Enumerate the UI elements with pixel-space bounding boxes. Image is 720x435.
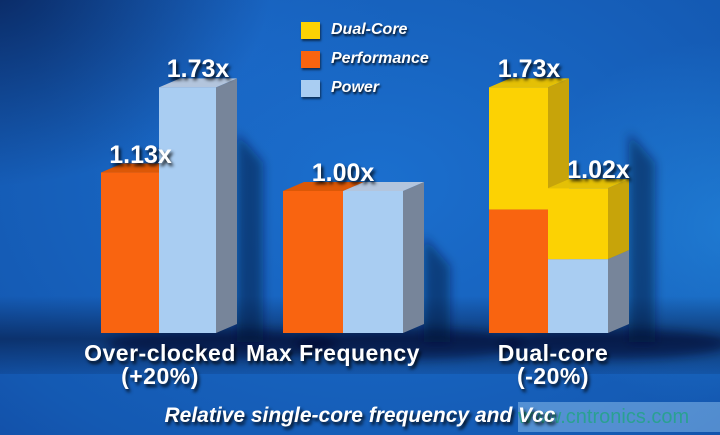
bar-top-face	[159, 78, 237, 88]
legend-label: Performance	[331, 50, 429, 67]
watermark-box: www.cntronics.com	[518, 402, 720, 432]
category-label: Max Frequency	[246, 340, 420, 366]
bar-top-face	[489, 78, 569, 88]
bar-side-face	[216, 78, 237, 333]
bar-top-face	[283, 182, 364, 191]
bar-group-1	[283, 182, 524, 359]
value-label: 1.73x	[166, 55, 230, 84]
bar-side-face	[548, 78, 569, 210]
legend-item-performance: Performance	[301, 50, 429, 68]
bar-front-face	[548, 188, 608, 260]
bar-front-face	[489, 209, 548, 333]
cast-shadow	[424, 236, 450, 342]
category-label: (-20%)	[516, 363, 589, 389]
bar-side-face	[608, 179, 629, 260]
bar-max-power	[343, 182, 424, 333]
value-label: 1.00x	[311, 159, 375, 187]
bar-dual-core-power	[548, 179, 629, 333]
chart-caption: Relative single-core frequency and Vcc	[164, 404, 556, 427]
value-label: 1.13x	[109, 140, 172, 169]
watermark-text: www.cntronics.com	[518, 405, 690, 428]
bar-side-face	[608, 250, 629, 333]
bar-over-clocked-power	[159, 78, 237, 333]
legend-swatch	[301, 79, 320, 97]
chart-legend: Dual-Core Performance Power	[301, 21, 429, 108]
ground-shadow	[107, 329, 337, 359]
bar-front-face	[489, 87, 548, 210]
bar-front-face	[343, 191, 403, 333]
legend-label: Power	[331, 79, 380, 96]
category-label: (+20%)	[121, 363, 199, 389]
legend-label: Dual-Core	[331, 21, 408, 38]
bar-front-face	[283, 191, 343, 333]
bar-front-face	[548, 259, 608, 333]
legend-swatch	[301, 50, 320, 68]
bar-top-face	[548, 179, 629, 189]
ground-shadow	[294, 329, 524, 359]
cast-shadow	[629, 132, 655, 342]
cast-shadow	[237, 132, 263, 342]
bar-top-face	[343, 182, 424, 191]
bar-group-2	[489, 78, 720, 359]
category-label: Dual-core	[497, 340, 609, 366]
legend-item-dual-core: Dual-Core	[301, 21, 429, 39]
value-label: 1.02x	[567, 156, 630, 185]
bar-group-0	[101, 78, 337, 359]
ground-shadow	[499, 329, 720, 359]
value-label: 1.73x	[497, 55, 561, 84]
legend-item-power: Power	[301, 79, 429, 97]
bar-side-face	[403, 182, 424, 333]
bar-front-face	[101, 172, 159, 333]
category-label: Over-clocked	[84, 340, 236, 366]
bar-front-face	[159, 87, 216, 333]
legend-swatch	[301, 21, 320, 39]
